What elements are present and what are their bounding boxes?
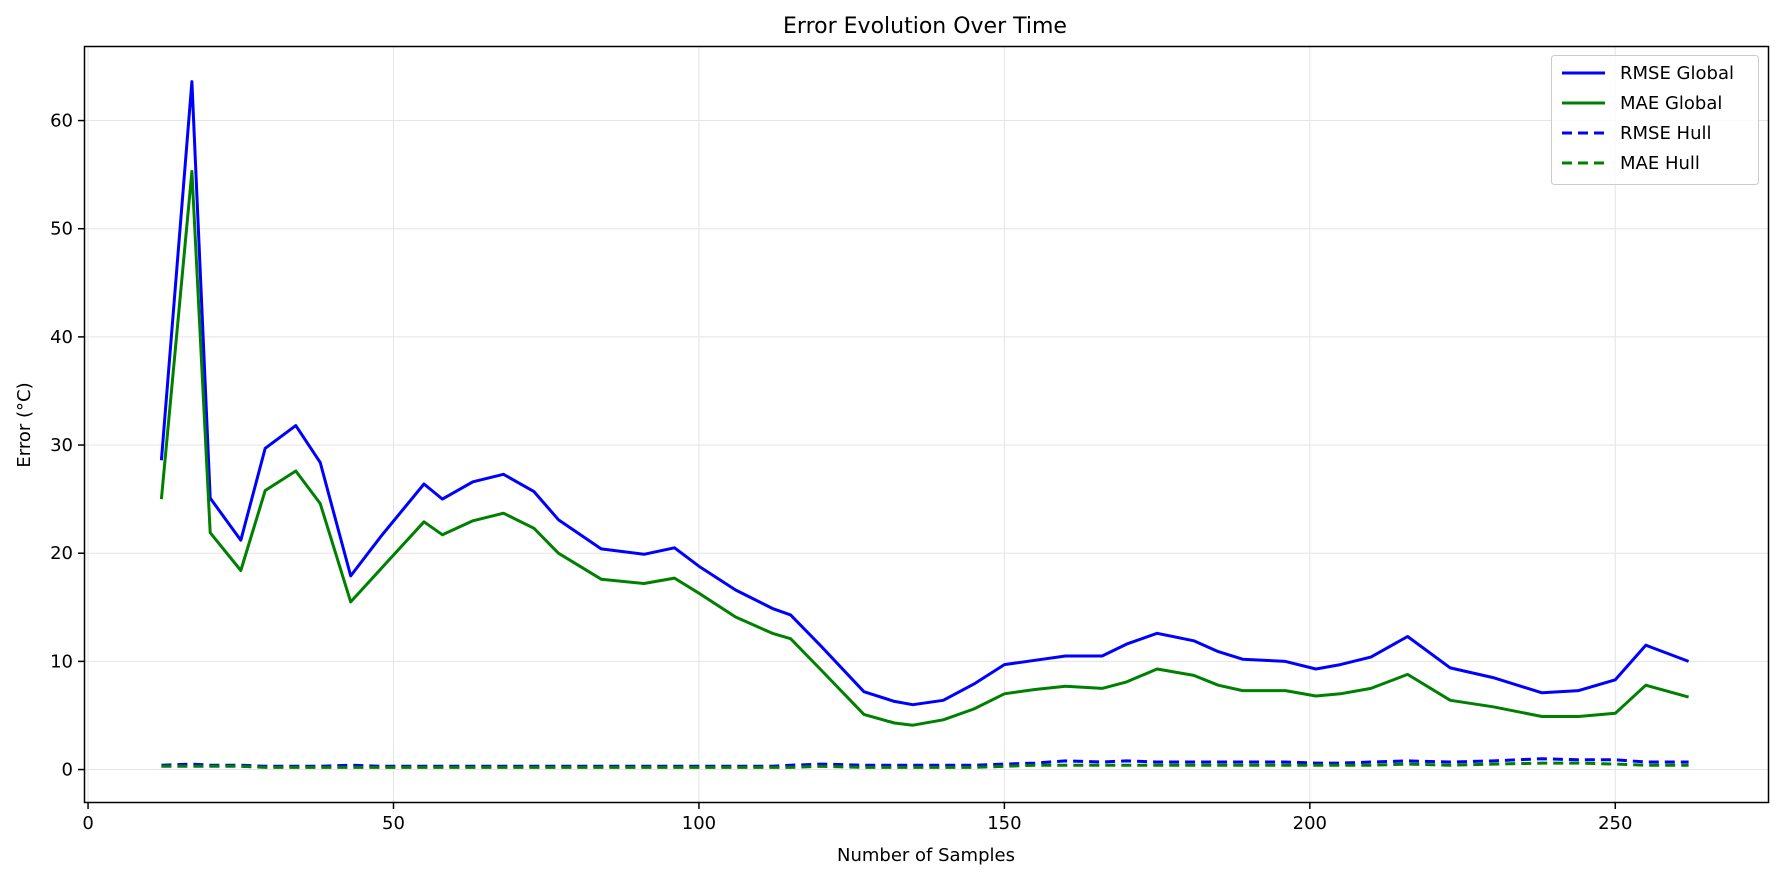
y-tick-label: 10 <box>50 651 73 672</box>
series-lines <box>159 80 1690 769</box>
y-tick-label: 0 <box>62 760 73 781</box>
grid-lines <box>85 47 1768 802</box>
x-tick-label: 50 <box>382 813 405 834</box>
legend: RMSE Global MAE Global RMSE Hull MAE Hull <box>1551 55 1759 185</box>
series-line-rmse-global <box>159 80 1690 707</box>
x-tick-label: 0 <box>82 813 93 834</box>
chart-title: Error Evolution Over Time <box>783 14 1067 39</box>
legend-label-rmse-hull: RMSE Hull <box>1620 123 1712 144</box>
plot-frame <box>83 45 1770 804</box>
x-tick-label: 200 <box>1293 813 1327 834</box>
y-axis-label: Error (°C) <box>14 382 35 467</box>
x-axis-ticks: 0 50 100 150 200 250 <box>82 802 1632 834</box>
legend-label-mae-hull: MAE Hull <box>1620 153 1700 174</box>
y-tick-label: 40 <box>50 327 73 348</box>
x-tick-label: 250 <box>1598 813 1632 834</box>
series-line-mae-global <box>159 169 1690 727</box>
y-axis-ticks: 0 10 20 30 40 50 60 <box>50 111 85 781</box>
legend-box <box>1551 55 1759 185</box>
x-tick-label: 150 <box>987 813 1021 834</box>
legend-label-rmse-global: RMSE Global <box>1620 63 1734 84</box>
y-tick-label: 50 <box>50 219 73 240</box>
series-line-rmse-hull <box>161 757 1689 768</box>
x-tick-label: 100 <box>682 813 716 834</box>
y-tick-label: 20 <box>50 543 73 564</box>
y-tick-label: 60 <box>50 111 73 132</box>
series-line-mae-hull <box>161 761 1689 769</box>
x-axis-label: Number of Samples <box>837 845 1015 866</box>
y-tick-label: 30 <box>50 435 73 456</box>
legend-label-mae-global: MAE Global <box>1620 93 1722 114</box>
